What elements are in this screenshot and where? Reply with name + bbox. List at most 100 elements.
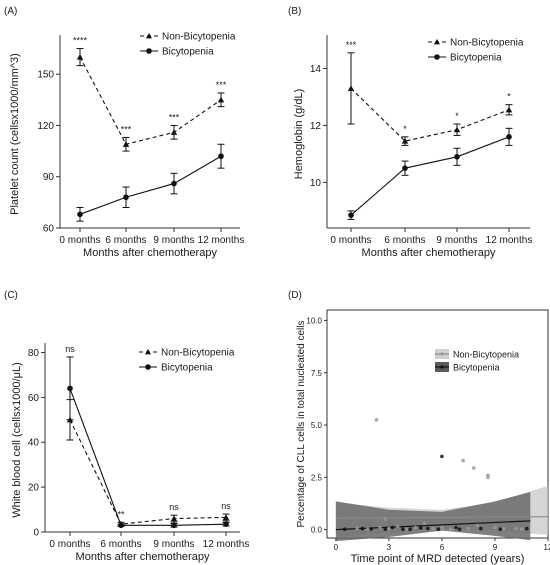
scatter-point bbox=[479, 526, 483, 531]
panel-label: (D) bbox=[288, 290, 302, 301]
data-point-triangle bbox=[401, 137, 409, 144]
legend-label: Non-Bicytopenia bbox=[450, 38, 524, 49]
data-point-circle bbox=[171, 522, 177, 529]
significance-label: ns bbox=[221, 501, 231, 511]
x-tick-label: 9 bbox=[493, 543, 498, 552]
data-point-circle bbox=[118, 522, 124, 529]
legend-label: Bicytopenia bbox=[162, 47, 214, 58]
y-tick-label: 14 bbox=[310, 64, 322, 75]
scatter-point bbox=[413, 525, 418, 530]
y-tick-label: 12 bbox=[310, 121, 322, 132]
data-point-circle bbox=[506, 134, 512, 140]
significance-label: **** bbox=[73, 36, 88, 46]
y-tick-label: 120 bbox=[37, 121, 54, 132]
legend-label: Non-Bicytopenia bbox=[453, 350, 519, 360]
data-point-triangle bbox=[505, 106, 513, 113]
data-point-circle bbox=[402, 165, 408, 171]
panel-label: (C) bbox=[4, 290, 18, 301]
y-tick-label: 0 bbox=[33, 528, 39, 539]
scatter-point bbox=[401, 527, 405, 532]
panel-c: (C) 0 20 40 60 80 0 months 6 months 9 months 12 m… bbox=[4, 290, 249, 563]
significance-label: ns bbox=[65, 344, 75, 354]
scatter-point bbox=[360, 526, 365, 531]
data-point-circle bbox=[123, 194, 129, 201]
scatter-point bbox=[471, 466, 476, 470]
fit-line-non-bicytopenia bbox=[335, 516, 549, 519]
x-tick-label: 12 bbox=[544, 543, 550, 552]
scatter-point bbox=[466, 526, 471, 531]
scatter-point bbox=[378, 525, 382, 530]
legend-label: Non-Bicytopenia bbox=[161, 348, 235, 359]
series-line-non-bicytopenia bbox=[69, 419, 227, 525]
x-tick-label: 6 bbox=[440, 543, 445, 552]
data-point-triangle bbox=[170, 129, 178, 135]
series-line-non-bicytopenia bbox=[350, 88, 510, 142]
y-tick-label: 60 bbox=[28, 393, 40, 404]
x-tick-label: 6 months bbox=[100, 539, 141, 550]
legend-marker-triangle bbox=[146, 33, 152, 39]
y-tick-label: 2.5 bbox=[311, 473, 323, 482]
data-point-circle bbox=[67, 385, 73, 392]
scatter-point bbox=[502, 526, 506, 531]
y-tick-label: 150 bbox=[37, 70, 54, 81]
legend-label: Bicytopenia bbox=[161, 363, 213, 374]
legend-marker-circle bbox=[145, 364, 151, 370]
x-tick-label: 12 months bbox=[486, 235, 533, 246]
y-tick-label: 60 bbox=[43, 224, 55, 235]
legend-marker-circle bbox=[434, 54, 440, 60]
x-tick-label: 9 months bbox=[153, 235, 194, 246]
y-tick-label: 20 bbox=[28, 483, 40, 494]
y-tick-label: 10.0 bbox=[306, 316, 322, 325]
x-tick-label: 12 months bbox=[198, 235, 245, 246]
scatter-point bbox=[404, 527, 409, 532]
data-point-triangle bbox=[170, 515, 178, 522]
scatter-point bbox=[457, 527, 462, 532]
data-point-triangle bbox=[222, 514, 230, 520]
x-axis-label: Months after chemotherapy bbox=[76, 551, 210, 563]
series-line-bicytopenia bbox=[69, 388, 227, 526]
x-tick-label: 0 months bbox=[59, 235, 100, 246]
series-line-bicytopenia bbox=[350, 136, 510, 216]
legend-label: Non-Bicytopenia bbox=[162, 32, 236, 43]
x-tick-label: 0 months bbox=[49, 539, 90, 550]
y-tick-label: 90 bbox=[43, 172, 55, 183]
scatter-point bbox=[387, 526, 391, 531]
x-tick-label: 12 months bbox=[203, 539, 250, 550]
scatter-point bbox=[374, 418, 379, 422]
y-tick-label: 10 bbox=[310, 178, 322, 189]
panel-label: (A) bbox=[4, 6, 17, 17]
data-point-triangle bbox=[347, 85, 355, 91]
significance-label: ns bbox=[169, 502, 179, 512]
scatter-point bbox=[448, 527, 453, 532]
scatter-point bbox=[524, 526, 529, 531]
y-tick-label: 5.0 bbox=[311, 421, 323, 430]
x-tick-label: 0 months bbox=[330, 235, 371, 246]
x-tick-label: 6 months bbox=[105, 235, 146, 246]
significance-label: * bbox=[455, 111, 459, 121]
data-point-triangle bbox=[453, 126, 461, 133]
scatter-point bbox=[390, 525, 395, 530]
y-axis-label: Percentage of CLL cells in total nucleat… bbox=[296, 321, 307, 528]
scatter-point bbox=[395, 524, 400, 529]
panel-d: (D) 0 3 6 9 12 0.0 2.5 5.0 7.5 10.0 Time point of M… bbox=[288, 290, 550, 565]
scatter-point bbox=[475, 523, 480, 528]
data-point-circle bbox=[223, 521, 229, 527]
scatter-point bbox=[440, 454, 444, 459]
data-point-triangle bbox=[217, 96, 225, 103]
scatter-point bbox=[514, 526, 518, 531]
scatter-point bbox=[431, 526, 435, 531]
scatter-point bbox=[355, 526, 359, 531]
significance-label: *** bbox=[216, 80, 227, 90]
x-tick-label: 3 bbox=[387, 543, 392, 552]
y-tick-label: 7.5 bbox=[311, 369, 323, 378]
significance-label: ** bbox=[117, 509, 125, 519]
significance-label: *** bbox=[346, 40, 357, 50]
scatter-point bbox=[408, 527, 412, 532]
panel-b: (B) 10 12 14 0 months 6 months 9 months 12 mont… bbox=[288, 6, 532, 259]
scatter-point bbox=[493, 525, 497, 530]
series-line-bicytopenia bbox=[79, 155, 222, 215]
x-tick-label: 9 months bbox=[436, 235, 477, 246]
scatter-point bbox=[436, 527, 441, 532]
data-point-triangle bbox=[122, 141, 130, 147]
x-tick-label: 6 months bbox=[384, 235, 425, 246]
